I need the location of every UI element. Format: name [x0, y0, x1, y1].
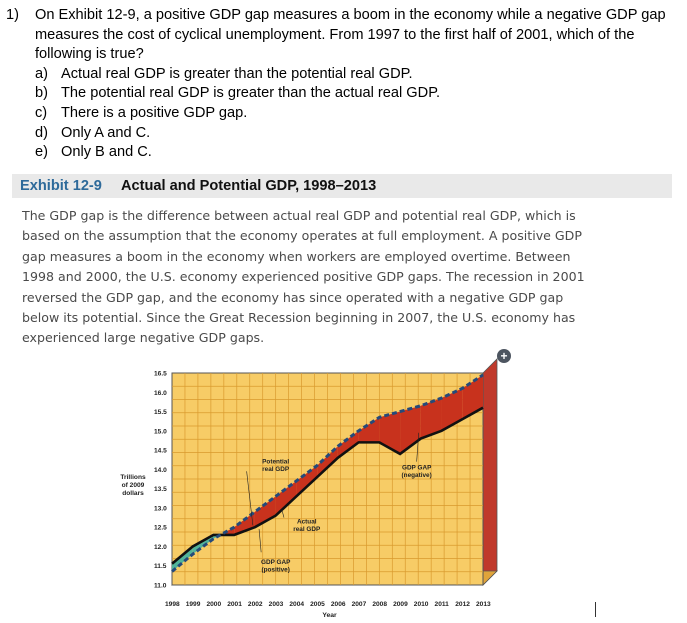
option-text: The potential real GDP is greater than t…	[61, 85, 441, 102]
exhibit-title: Actual and Potential GDP, 1998–2013	[121, 178, 377, 194]
leader-line	[258, 529, 262, 553]
negative-gap-area	[420, 398, 442, 439]
y-axis-title-line: dollars	[122, 490, 144, 497]
chart-side-face	[482, 358, 498, 586]
exhibit-caption: The GDP gap is the difference between ac…	[22, 208, 585, 346]
leader-line	[246, 471, 254, 526]
x-tick-label: 2007	[352, 601, 367, 608]
y-tick-label: 15.0	[154, 428, 167, 435]
x-tick-label: 2012	[455, 601, 470, 608]
y-tick-label: 16.0	[154, 390, 167, 397]
plus-circle-icon[interactable]: +	[497, 349, 511, 363]
negative-gap-area	[337, 430, 359, 458]
y-tick-label: 15.5	[154, 409, 167, 416]
exhibit-number: Exhibit 12-9	[20, 178, 102, 194]
x-tick-label: 2013	[476, 601, 491, 608]
y-axis-title-line: of 2009	[122, 482, 145, 489]
actual-real-gdp-line	[171, 406, 484, 565]
annotation-line: real GDP	[293, 526, 321, 533]
option-text: Actual real GDP is greater than the pote…	[61, 65, 413, 82]
y-tick-label: 11.0	[154, 583, 167, 590]
x-tick-label: 2009	[393, 601, 408, 608]
negative-gap-area	[275, 480, 297, 516]
y-axis-title-line: Trillions	[120, 474, 146, 481]
option-letter: a)	[35, 65, 48, 82]
y-tick-label: 14.5	[154, 448, 167, 455]
x-tick-label: 2000	[206, 601, 221, 608]
exhibit-header: Exhibit 12-9 Actual and Potential GDP, 1…	[12, 174, 672, 198]
annotation-label: Actual real GDP	[293, 518, 321, 533]
x-tick-label: 1999	[186, 601, 201, 608]
text-cursor	[595, 602, 596, 617]
annotation-line: (positive)	[261, 566, 289, 573]
annotation-label: Potential real GDP	[262, 459, 290, 474]
x-tick-label: 2001	[227, 601, 242, 608]
annotation-line: Potential	[262, 459, 289, 466]
positive-gap-area	[172, 546, 193, 572]
negative-gap-area	[296, 465, 318, 497]
leader-line	[416, 432, 420, 462]
x-tick-label: 2005	[310, 601, 325, 608]
option-e: e) Only B and C.	[35, 143, 676, 163]
x-tick-label: 2008	[372, 601, 387, 608]
x-tick-label: 2006	[331, 601, 346, 608]
option-text: Only B and C.	[61, 144, 152, 161]
annotation-line: (negative)	[402, 472, 432, 479]
annotation-line: GDP GAP	[261, 559, 291, 566]
option-d: d) Only A and C.	[35, 124, 676, 144]
question-number: 1)	[6, 7, 19, 23]
option-text: There is a positive GDP gap.	[61, 104, 248, 121]
y-tick-label: 11.5	[154, 563, 167, 570]
x-tick-label: 2011	[435, 601, 450, 608]
x-tick-label: 2002	[248, 601, 263, 608]
negative-gap-area	[441, 388, 463, 431]
negative-gap-area	[317, 446, 338, 478]
negative-gap-area	[379, 411, 401, 454]
potential-real-gdp-line	[171, 373, 484, 573]
x-tick-label: 1998	[165, 601, 180, 608]
annotation-line: GDP GAP	[402, 464, 432, 471]
option-letter: c)	[35, 104, 48, 121]
option-b: b) The potential real GDP is greater tha…	[35, 84, 676, 104]
option-a: a) Actual real GDP is greater than the p…	[35, 65, 676, 85]
option-letter: d)	[35, 124, 48, 141]
option-c: c) There is a positive GDP gap.	[35, 104, 676, 124]
y-tick-label: 13.0	[154, 505, 167, 512]
annotation-label: GDP GAP (negative)	[402, 464, 433, 479]
y-axis-title: Trillions of 2009 dollars	[120, 474, 146, 497]
y-tick-label: 12.0	[154, 544, 167, 551]
negative-gap-area	[254, 496, 276, 528]
option-letter: e)	[35, 144, 48, 161]
question-text: On Exhibit 12-9, a positive GDP gap meas…	[35, 7, 666, 63]
negative-gap-area	[234, 511, 255, 535]
y-tick-label: 13.5	[154, 486, 167, 493]
option-letter: b)	[35, 85, 48, 102]
annotation-label: GDP GAP (positive)	[261, 559, 291, 574]
y-tick-label: 12.5	[154, 525, 167, 532]
annotation-line: Actual	[297, 518, 317, 525]
annotation-line: real GDP	[262, 466, 290, 473]
x-tick-label: 2003	[269, 601, 284, 608]
x-tick-label: 2010	[414, 601, 429, 608]
x-axis-title: Year	[322, 612, 337, 619]
question-stem: 1) On Exhibit 12-9, a positive GDP gap m…	[6, 6, 676, 65]
x-tick-label: 2004	[289, 601, 304, 608]
option-text: Only A and C.	[61, 124, 151, 141]
question-block: 1) On Exhibit 12-9, a positive GDP gap m…	[6, 6, 676, 163]
y-tick-label: 14.0	[154, 467, 167, 474]
y-tick-label: 16.5	[154, 371, 167, 378]
negative-gap-area	[358, 417, 380, 443]
leader-line	[281, 509, 285, 518]
